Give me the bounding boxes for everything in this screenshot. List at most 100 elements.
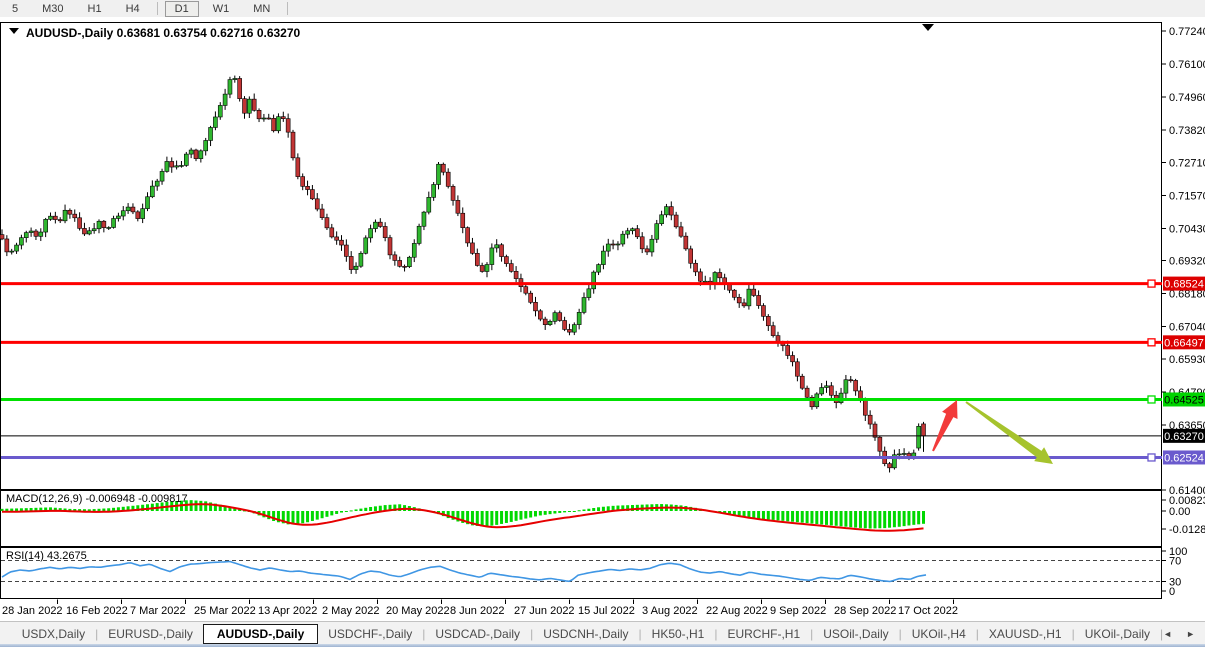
line-drag-handle[interactable] bbox=[1147, 279, 1156, 288]
macd-histogram-bar bbox=[296, 511, 300, 524]
price-tick-label: 0.69320 bbox=[1169, 256, 1205, 268]
macd-histogram-bar bbox=[276, 511, 280, 523]
macd-histogram-bar bbox=[325, 511, 329, 517]
macd-histogram-bar bbox=[112, 507, 116, 511]
macd-histogram-bar bbox=[335, 511, 339, 514]
macd-histogram-bar bbox=[78, 509, 82, 511]
macd-histogram-bar bbox=[858, 511, 862, 528]
tab-usdchf-daily[interactable]: USDCHF-,Daily bbox=[328, 626, 413, 641]
price-level-badge-label: 0.62524 bbox=[1164, 452, 1204, 464]
tab-separator: | bbox=[1160, 626, 1164, 641]
bearish-projection-arrow[interactable] bbox=[965, 401, 1053, 464]
tab-ukoil-daily[interactable]: UKOil-,Daily bbox=[1084, 626, 1151, 641]
macd-histogram-bar bbox=[291, 511, 295, 525]
macd-histogram-bar bbox=[29, 507, 33, 511]
macd-histogram-bar bbox=[24, 508, 28, 511]
macd-histogram-bar bbox=[577, 510, 581, 512]
line-drag-handle[interactable] bbox=[1147, 395, 1156, 404]
macd-histogram-bar bbox=[15, 508, 19, 511]
tab-hk50-h1[interactable]: HK50-,H1 bbox=[651, 626, 705, 641]
macd-histogram-bar bbox=[87, 509, 91, 511]
macd-histogram-bar bbox=[131, 505, 135, 511]
macd-histogram-bar bbox=[306, 511, 310, 523]
macd-histogram-bar bbox=[553, 511, 557, 514]
macd-histogram-bar bbox=[766, 511, 770, 520]
macd-histogram-bar bbox=[534, 511, 537, 517]
macd-histogram-bar bbox=[209, 502, 213, 511]
macd-histogram-bar bbox=[922, 511, 925, 524]
chart-shift-marker-icon[interactable] bbox=[922, 24, 934, 31]
timeframe-button-5[interactable]: 5 bbox=[12, 2, 19, 15]
rsi-panel bbox=[0, 547, 1162, 599]
tab-eurchf-h1[interactable]: EURCHF-,H1 bbox=[727, 626, 801, 641]
macd-histogram-bar bbox=[53, 507, 57, 511]
macd-histogram-bar bbox=[747, 511, 751, 518]
symbol-ohlc-title: AUDUSD-,Daily 0.63681 0.63754 0.62716 0.… bbox=[26, 26, 301, 40]
tab-xauusd-h1[interactable]: XAUUSD-,H1 bbox=[988, 626, 1062, 641]
macd-histogram-bar bbox=[354, 509, 358, 511]
toolbar-separator bbox=[287, 2, 289, 15]
tab-separator: | bbox=[975, 626, 979, 641]
tab-usoil-daily[interactable]: USOil-,Daily bbox=[823, 626, 889, 641]
tab-eurusd-daily[interactable]: EURUSD-,Daily bbox=[108, 626, 193, 641]
macd-histogram-bar bbox=[844, 511, 848, 527]
support-line[interactable]: 0.62524 bbox=[1, 450, 1205, 465]
resistance-line[interactable]: 0.68524 bbox=[1, 276, 1205, 291]
resistance-line[interactable]: 0.66497 bbox=[1, 335, 1205, 350]
tab-audusd-daily[interactable]: AUDUSD-,Daily bbox=[202, 623, 319, 644]
macd-histogram-bar bbox=[349, 510, 353, 512]
macd-histogram-bar bbox=[475, 511, 479, 526]
current-price-line[interactable]: 0.63270 bbox=[1, 428, 1205, 443]
timeframe-button-d1[interactable]: D1 bbox=[164, 0, 199, 17]
price-tick-label: 0.68180 bbox=[1169, 289, 1205, 301]
date-tick-label: 28 Jan 2022 bbox=[2, 605, 63, 617]
timeframe-button-h1[interactable]: H1 bbox=[87, 2, 102, 15]
macd-histogram-bar bbox=[800, 511, 804, 523]
date-tick-label: 16 Feb 2022 bbox=[66, 605, 128, 617]
tab-usdx-daily[interactable]: USDX,Daily bbox=[21, 626, 86, 641]
tab-separator: | bbox=[1071, 626, 1075, 641]
tab-separator: | bbox=[95, 626, 99, 641]
macd-histogram-bar bbox=[68, 508, 72, 511]
line-drag-handle[interactable] bbox=[1147, 338, 1156, 347]
line-drag-handle[interactable] bbox=[1147, 453, 1156, 462]
macd-histogram-bar bbox=[888, 511, 892, 528]
resistance-line-green[interactable]: 0.64525 bbox=[1, 392, 1205, 407]
macd-axis-label: 0.00 bbox=[1169, 506, 1190, 518]
tab-separator: | bbox=[898, 626, 902, 641]
price-level-badge bbox=[1163, 428, 1205, 443]
macd-histogram-bar bbox=[330, 511, 334, 516]
timeframe-button-h4[interactable]: H4 bbox=[125, 2, 140, 15]
macd-histogram-bar bbox=[146, 504, 149, 511]
macd-histogram-bar bbox=[907, 511, 911, 526]
timeframe-button-w1[interactable]: W1 bbox=[212, 2, 230, 15]
macd-histogram-bar bbox=[815, 511, 819, 524]
tab-usdcnh-daily[interactable]: USDCNH-,Daily bbox=[543, 626, 629, 641]
chart-area[interactable]: 0.77240 0.76100 0.74960 0.73820 0.72710 0.715… bbox=[0, 0, 1205, 621]
date-tick-label: 28 Sep 2022 bbox=[834, 605, 896, 617]
macd-histogram-bar bbox=[301, 511, 305, 524]
timeframe-button-m30[interactable]: M30 bbox=[42, 2, 64, 15]
date-tick-label: 15 Jul 2022 bbox=[578, 605, 635, 617]
macd-panel bbox=[0, 490, 1162, 547]
tab-scroll-left-icon[interactable]: ◄ bbox=[1163, 628, 1173, 639]
price-level-badge-label: 0.68524 bbox=[1164, 279, 1204, 291]
macd-label: MACD(12,26,9) -0.006948 -0.009817 bbox=[6, 493, 188, 505]
symbol-dropdown-icon[interactable] bbox=[9, 28, 19, 34]
price-tick-label: 0.70430 bbox=[1169, 223, 1205, 235]
rsi-axis-label: 100 bbox=[1169, 546, 1187, 558]
price-tick-label: 0.65930 bbox=[1169, 354, 1205, 366]
macd-histogram-bar bbox=[878, 511, 882, 529]
tab-usdcad-daily[interactable]: USDCAD-,Daily bbox=[435, 626, 521, 641]
macd-histogram-bar bbox=[563, 511, 567, 513]
macd-histogram-bar bbox=[34, 507, 38, 511]
macd-histogram-bar bbox=[58, 508, 62, 511]
macd-histogram-bar bbox=[732, 511, 736, 516]
tab-scroll-right-icon[interactable]: ► bbox=[1186, 628, 1195, 639]
tab-ukoil-h4[interactable]: UKOil-,H4 bbox=[911, 626, 966, 641]
macd-histogram-bar bbox=[892, 511, 896, 528]
bullish-bounce-arrow[interactable] bbox=[932, 400, 958, 452]
timeframe-button-mn[interactable]: MN bbox=[253, 2, 271, 15]
macd-histogram-bar bbox=[107, 508, 111, 511]
